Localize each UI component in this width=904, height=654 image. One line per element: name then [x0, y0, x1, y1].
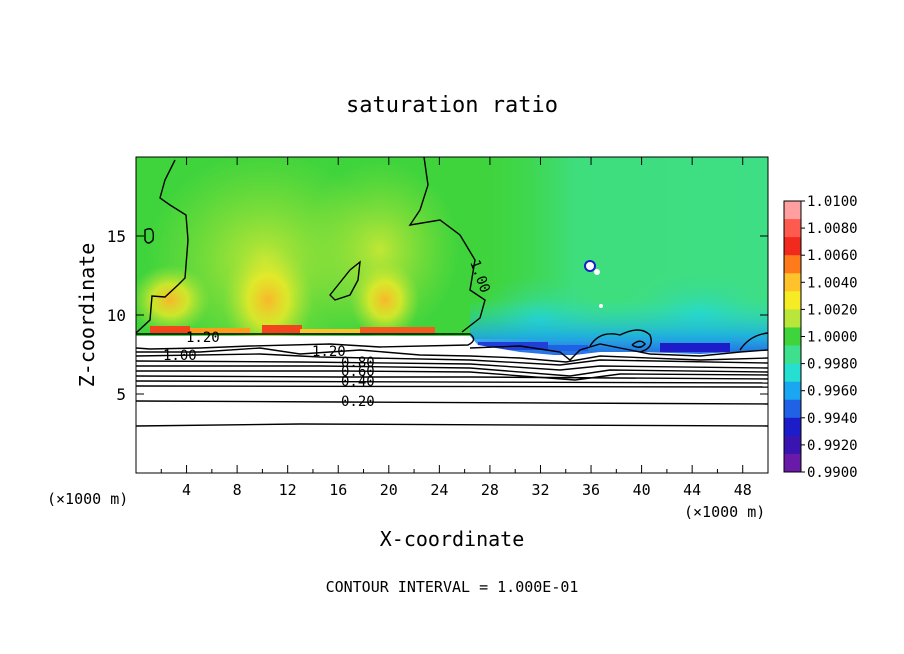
colorbar-swatch [784, 273, 801, 292]
contour-interval-label: CONTOUR INTERVAL = 1.000E-01 [326, 578, 579, 596]
colorbar-tick-label: 0.9920 [807, 438, 858, 454]
x-tick-label: 16 [329, 481, 347, 499]
x-axis: 4 8 12 16 20 24 28 32 36 40 44 48 [160, 157, 752, 499]
x-tick-label: 4 [182, 481, 191, 499]
contour-label: 1.20 [186, 330, 220, 346]
colorbar-tick-label: 0.9960 [807, 384, 858, 400]
colorbar-swatch [784, 363, 801, 383]
colorbar-tick-label: 1.0040 [807, 275, 858, 291]
contour-label: 0.40 [341, 374, 375, 390]
colorbar-tick-label: 1.0080 [807, 221, 858, 237]
x-tick-label: 8 [233, 481, 242, 499]
colorbar-swatch [784, 201, 801, 220]
colorbar-tick-label: 1.0060 [807, 248, 858, 264]
chart-title: saturation ratio [346, 93, 558, 118]
x-tick-label: 12 [279, 481, 297, 499]
x-tick-label: 24 [430, 481, 448, 499]
colorbar-tick-label: 1.0100 [807, 194, 858, 210]
y-axis-label: Z-coordinate [75, 243, 99, 388]
heatmap-field [136, 157, 768, 473]
colorbar-tick-label: 0.9940 [807, 411, 858, 427]
y-tick-label: 10 [107, 306, 126, 325]
y-tick-label: 15 [107, 227, 126, 246]
x-tick-label: 36 [582, 481, 600, 499]
contour-label: 1.20 [312, 344, 346, 360]
x-tick-label: 32 [531, 481, 549, 499]
x-unit-label-right: (×1000 m) [684, 503, 765, 521]
contour-label: 0.80 [341, 355, 375, 371]
x-tick-label: 20 [380, 481, 398, 499]
colorbar-swatch [784, 327, 801, 347]
colorbar-tick-label: 0.9980 [807, 357, 858, 373]
colorbar-swatch [784, 381, 801, 401]
x-tick-label: 48 [734, 481, 752, 499]
colorbar-swatch [784, 417, 801, 437]
colorbar-swatch [784, 219, 801, 238]
colorbar-swatch [784, 345, 801, 365]
contour-label: 1.00 [163, 348, 197, 364]
colorbar-tick-label: 1.0020 [807, 302, 858, 318]
y-axis: 5 10 15 [107, 227, 768, 404]
contour-lines [136, 157, 768, 427]
x-unit-label-left: (×1000 m) [47, 490, 128, 508]
colorbar-swatch [784, 453, 801, 473]
contour-label-group: 1.20 1.00 1.20 0.80 0.60 0.40 0.20 1.00 [163, 258, 493, 410]
y-tick-label: 5 [116, 385, 126, 404]
colorbar-swatch [784, 309, 801, 328]
colorbar-tick-label: 0.9900 [807, 465, 858, 481]
colorbar-swatch [784, 291, 801, 310]
colorbar-swatch [784, 255, 801, 274]
colorbar-swatch [784, 435, 801, 455]
contour-label: 0.20 [341, 394, 375, 410]
contour-label: 0.60 [341, 364, 375, 380]
colorbar-swatch [784, 399, 801, 419]
colorbar-swatch [784, 237, 801, 256]
x-tick-label: 40 [633, 481, 651, 499]
x-tick-label: 44 [683, 481, 701, 499]
colorbar-tick-label: 1.0000 [807, 330, 858, 346]
x-tick-label: 28 [481, 481, 499, 499]
x-axis-label: X-coordinate [380, 527, 525, 551]
colorbar: 1.0100 1.0080 1.0060 1.0040 1.0020 1.0000 0.99… [783, 194, 858, 481]
